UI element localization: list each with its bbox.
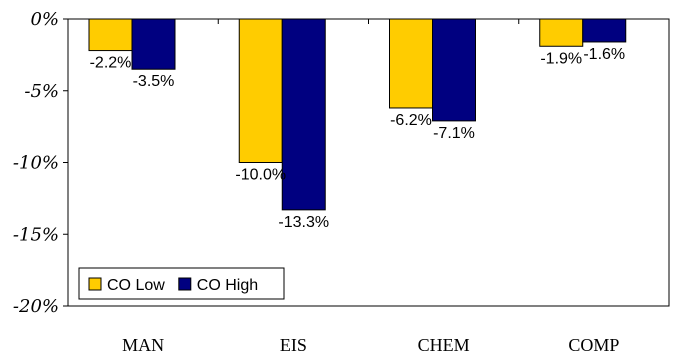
bar-co-high-man — [131, 18, 176, 70]
legend-swatch — [178, 277, 192, 291]
bar-co-low-chem — [389, 18, 433, 109]
x-tick-label: EIS — [280, 335, 307, 355]
data-label: -1.9% — [540, 50, 582, 67]
bar-co-high-comp — [582, 18, 627, 43]
data-label: -6.2% — [390, 112, 432, 129]
bar-co-high-eis — [281, 18, 326, 211]
legend-label: CO High — [197, 277, 258, 294]
legend-label: CO Low — [107, 277, 165, 294]
bar-co-low-eis — [238, 18, 283, 163]
x-tick-label: MAN — [122, 335, 164, 355]
y-tick-label: 0% — [30, 9, 59, 30]
bar-co-low-man — [88, 18, 133, 52]
x-axis: MAN EIS CHEM COMP — [122, 19, 619, 355]
data-label: -7.1% — [433, 125, 475, 142]
y-tick-label: -20% — [13, 296, 59, 317]
legend-box — [78, 267, 285, 300]
y-tick-label: -15% — [13, 224, 59, 245]
data-label: -13.3% — [278, 214, 329, 231]
x-tick-label: COMP — [568, 335, 619, 355]
bars — [88, 18, 627, 211]
legend: CO Low CO High — [78, 267, 285, 300]
data-label: -10.0% — [235, 167, 286, 184]
x-tick-label: CHEM — [418, 335, 470, 355]
data-label: -2.2% — [90, 55, 132, 72]
legend-swatch — [88, 277, 102, 291]
data-label: -3.5% — [133, 73, 175, 90]
bar-co-low-comp — [539, 18, 584, 47]
data-labels: -2.2%-3.5% -10.0% -13.3% -6.2%-7.1% -1.9% -1.… — [90, 46, 626, 231]
y-axis: 0% -5% -10% -15% -20% — [13, 9, 670, 317]
bar-co-high-chem — [432, 18, 476, 122]
y-tick-label: -10% — [13, 153, 59, 174]
data-label: -1.6% — [583, 46, 625, 63]
y-tick-label: -5% — [24, 81, 59, 102]
